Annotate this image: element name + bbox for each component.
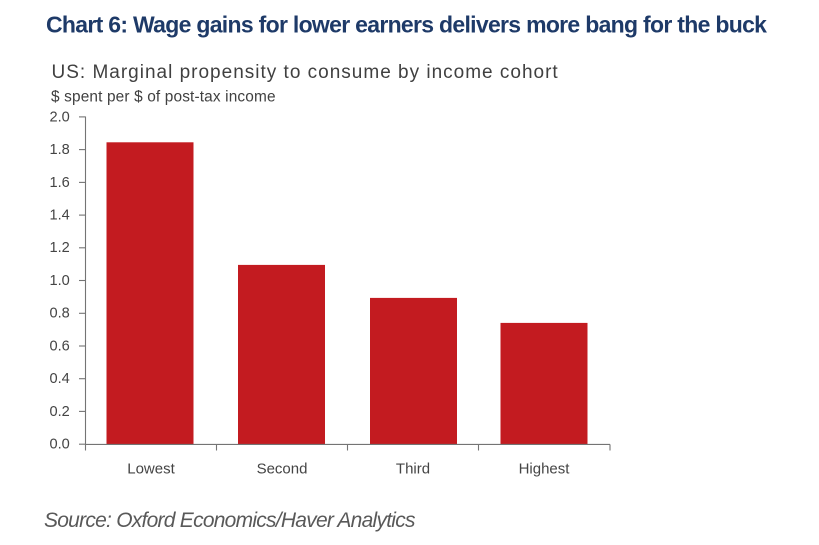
svg-text:Third: Third <box>396 461 430 478</box>
svg-text:Chart 6: Wage gains for lower: Chart 6: Wage gains for lower earners de… <box>46 12 767 38</box>
svg-text:1.0: 1.0 <box>50 273 70 289</box>
svg-text:Second: Second <box>257 461 308 478</box>
svg-text:Source: Oxford Economics/Haver: Source: Oxford Economics/Haver Analytics <box>44 509 416 532</box>
svg-text:Highest: Highest <box>519 461 571 478</box>
svg-text:$ spent per $ of post-tax inco: $ spent per $ of post-tax income <box>51 89 276 106</box>
svg-text:2.0: 2.0 <box>50 109 70 125</box>
svg-text:0.2: 0.2 <box>50 404 70 420</box>
svg-text:0.8: 0.8 <box>50 306 70 322</box>
svg-text:1.6: 1.6 <box>50 175 70 191</box>
svg-text:1.8: 1.8 <box>50 142 70 158</box>
svg-text:Lowest: Lowest <box>127 461 175 478</box>
svg-text:0.6: 0.6 <box>50 338 70 354</box>
svg-text:0.0: 0.0 <box>50 437 70 453</box>
svg-text:1.2: 1.2 <box>50 240 70 256</box>
svg-text:0.4: 0.4 <box>50 371 70 387</box>
svg-text:US: Marginal propensity to con: US: Marginal propensity to consume by in… <box>52 62 559 83</box>
svg-text:1.4: 1.4 <box>50 208 70 224</box>
